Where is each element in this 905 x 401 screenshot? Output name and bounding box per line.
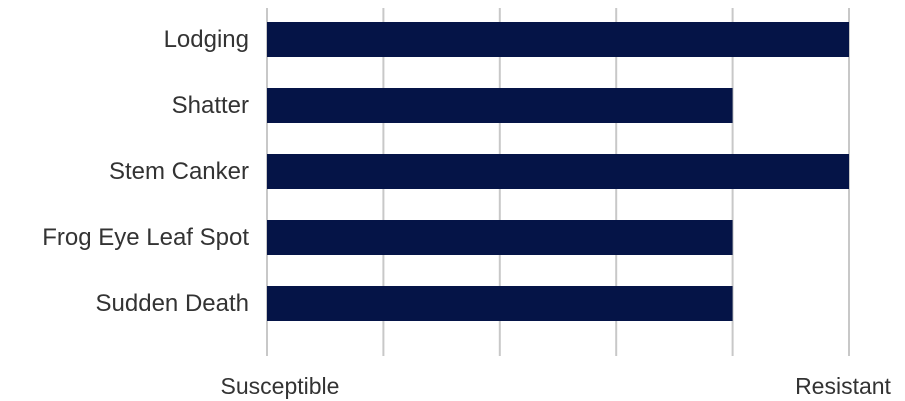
bar-stem-canker (267, 154, 849, 189)
x-axis-min-label: Susceptible (221, 373, 340, 399)
category-label: Sudden Death (96, 290, 249, 317)
bar-lodging (267, 22, 849, 57)
x-axis-max-label: Resistant (795, 373, 891, 399)
category-label: Stem Canker (109, 158, 249, 185)
category-label: Frog Eye Leaf Spot (42, 224, 249, 251)
category-labels: Lodging Shatter Stem Canker Frog Eye Leaf S… (42, 26, 249, 317)
bar-sudden-death (267, 286, 733, 321)
bar-frog-eye-leaf-spot (267, 220, 733, 255)
category-label: Shatter (172, 92, 249, 119)
category-label: Lodging (164, 26, 249, 53)
bars (267, 22, 849, 321)
bar-shatter (267, 88, 733, 123)
